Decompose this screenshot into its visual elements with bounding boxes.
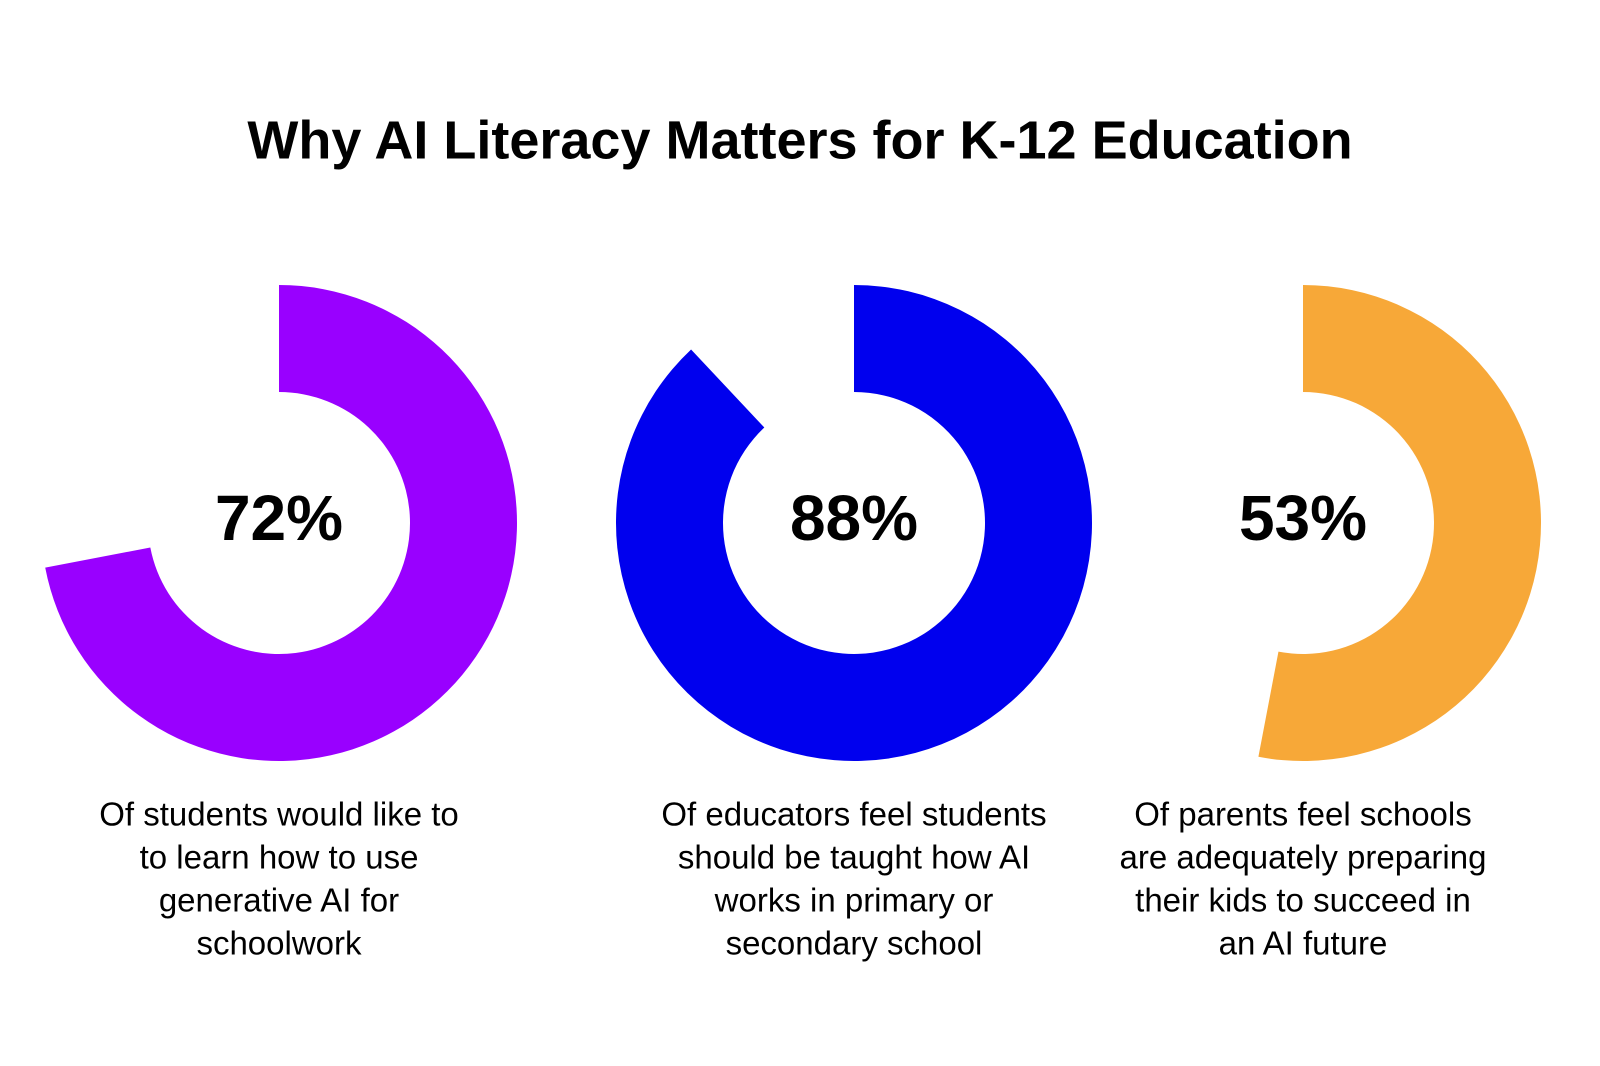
caption-line: Of parents feel schools xyxy=(1134,796,1472,833)
caption-line: an AI future xyxy=(1219,925,1388,962)
caption-line: their kids to succeed in xyxy=(1135,882,1471,919)
donut-arc xyxy=(45,285,518,762)
caption-line: are adequately preparing xyxy=(1120,839,1487,876)
caption-line: to learn how to use xyxy=(140,839,419,876)
value-label: 88% xyxy=(790,482,918,554)
caption-line: Of students would like to xyxy=(99,796,459,833)
caption-line: Of educators feel students xyxy=(661,796,1046,833)
donut-arc xyxy=(1258,285,1541,761)
donut-arc xyxy=(616,285,1092,761)
caption-line: schoolwork xyxy=(196,925,362,962)
value-label: 72% xyxy=(215,482,343,554)
caption-line: secondary school xyxy=(726,925,983,962)
caption-line: works in primary or xyxy=(714,882,994,919)
caption-line: should be taught how AI xyxy=(678,839,1030,876)
value-label: 53% xyxy=(1239,482,1367,554)
caption-line: generative AI for xyxy=(159,882,399,919)
chart-title: Why AI Literacy Matters for K-12 Educati… xyxy=(247,110,1352,170)
